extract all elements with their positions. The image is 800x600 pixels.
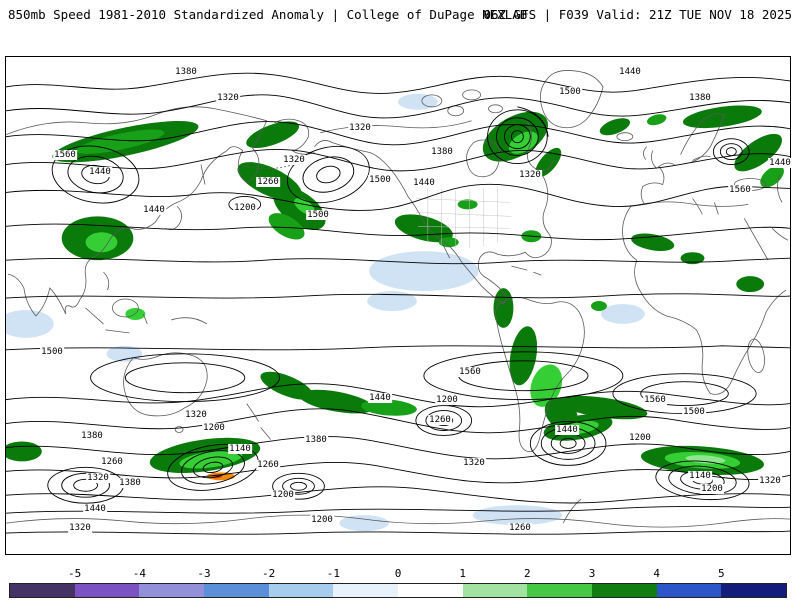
- contour-label: 1440: [555, 425, 579, 435]
- colorbar-tick: -2: [262, 567, 276, 580]
- contour-label: 1500: [558, 87, 582, 97]
- contour-label: 1500: [306, 210, 330, 220]
- contour-label: 1260: [508, 523, 532, 533]
- contour-label: 1440: [618, 67, 642, 77]
- contour-label: 1320: [86, 473, 110, 483]
- colorbar-tick: 4: [653, 567, 660, 580]
- us-state-borders: [415, 186, 512, 249]
- chart-valid-time: 06Z GFS | F039 Valid: 21Z TUE NOV 18 202…: [483, 7, 792, 22]
- contour-label: 1320: [184, 410, 208, 420]
- colorbar-segment: [333, 584, 399, 597]
- contour-label: 1440: [768, 158, 792, 168]
- colorbar-segment: [592, 584, 657, 597]
- colorbar-segment: [398, 584, 463, 597]
- colorbar-segment: [721, 584, 787, 597]
- world-map-svg: [6, 70, 790, 535]
- contour-label: 1320: [348, 123, 372, 133]
- colorbar-ticks: -5 -4 -3 -2 -1 0 1 2 3 4 5: [10, 567, 786, 581]
- colorbar-tick: 3: [588, 567, 596, 580]
- colorbar-tick: 1: [459, 567, 466, 580]
- contour-label: 1440: [83, 504, 107, 514]
- contour-label: 1320: [462, 458, 486, 468]
- contour-label: 1140: [688, 471, 712, 481]
- contour-label: 1320: [518, 170, 542, 180]
- colorbar-tick: 0: [394, 567, 402, 580]
- colorbar-segment: [268, 584, 334, 597]
- contour-label: 1440: [142, 205, 166, 215]
- contour-label: 1320: [68, 523, 92, 533]
- colorbar-tick: 5: [718, 567, 725, 580]
- colorbar-bar: [9, 583, 787, 598]
- colorbar-tick: 2: [524, 567, 531, 580]
- contour-label: 1560: [53, 150, 77, 160]
- contour-label: 1320: [282, 155, 306, 165]
- colorbar-segment: [74, 584, 140, 597]
- contour-label: 1380: [430, 147, 454, 157]
- contour-label: 1200: [628, 433, 652, 443]
- contour-label: 1380: [118, 478, 142, 488]
- contour-label: 1200: [435, 395, 459, 405]
- colorbar-segment: [204, 584, 269, 597]
- contour-label: 1500: [682, 407, 706, 417]
- map-frame: 1380 1440 1320 1500 1380 1320 1380 1560 1440 1320…: [5, 56, 792, 555]
- chart-title: 850mb Speed 1981-2010 Standardized Anoma…: [8, 7, 528, 22]
- contour-label: 1380: [688, 93, 712, 103]
- colorbar-tick: -4: [132, 567, 146, 580]
- contour-label: 1200: [233, 203, 257, 213]
- contour-lines: [6, 72, 790, 535]
- contour-label: 1440: [368, 393, 392, 403]
- contour-labels: 1380 1440 1320 1500 1380 1320 1380 1560 1440 1320…: [6, 57, 792, 554]
- contour-label: 1140: [228, 444, 252, 454]
- contour-label: 1320: [216, 93, 240, 103]
- contour-label: 1560: [458, 367, 482, 377]
- colorbar-segment: [656, 584, 722, 597]
- contour-label: 1380: [304, 435, 328, 445]
- contour-label: 1440: [412, 178, 436, 188]
- contour-label: 1200: [310, 515, 334, 525]
- contour-label: 1560: [728, 185, 752, 195]
- colorbar-segment: [10, 584, 75, 597]
- contour-label: 1380: [174, 67, 198, 77]
- colorbar-segment: [527, 584, 593, 597]
- contour-label: 1320: [758, 476, 782, 486]
- colorbar-segment: [462, 584, 528, 597]
- contour-label: 1260: [256, 460, 280, 470]
- contour-label: 1380: [80, 431, 104, 441]
- contour-label: 1200: [700, 484, 724, 494]
- colorbar-tick: -3: [197, 567, 211, 580]
- contour-label: 1200: [202, 423, 226, 433]
- colorbar-tick: -1: [326, 567, 340, 580]
- colorbar-segment: [139, 584, 205, 597]
- colorbar-tick: -5: [68, 567, 82, 580]
- contour-label: 1500: [368, 175, 392, 185]
- contour-label: 1200: [271, 490, 295, 500]
- contour-label: 1260: [100, 457, 124, 467]
- coastlines: [6, 70, 790, 528]
- contour-label: 1440: [88, 167, 112, 177]
- contour-label: 1560: [643, 395, 667, 405]
- contour-label: 1260: [428, 415, 452, 425]
- contour-label: 1500: [40, 347, 64, 357]
- contour-label: 1260: [256, 177, 280, 187]
